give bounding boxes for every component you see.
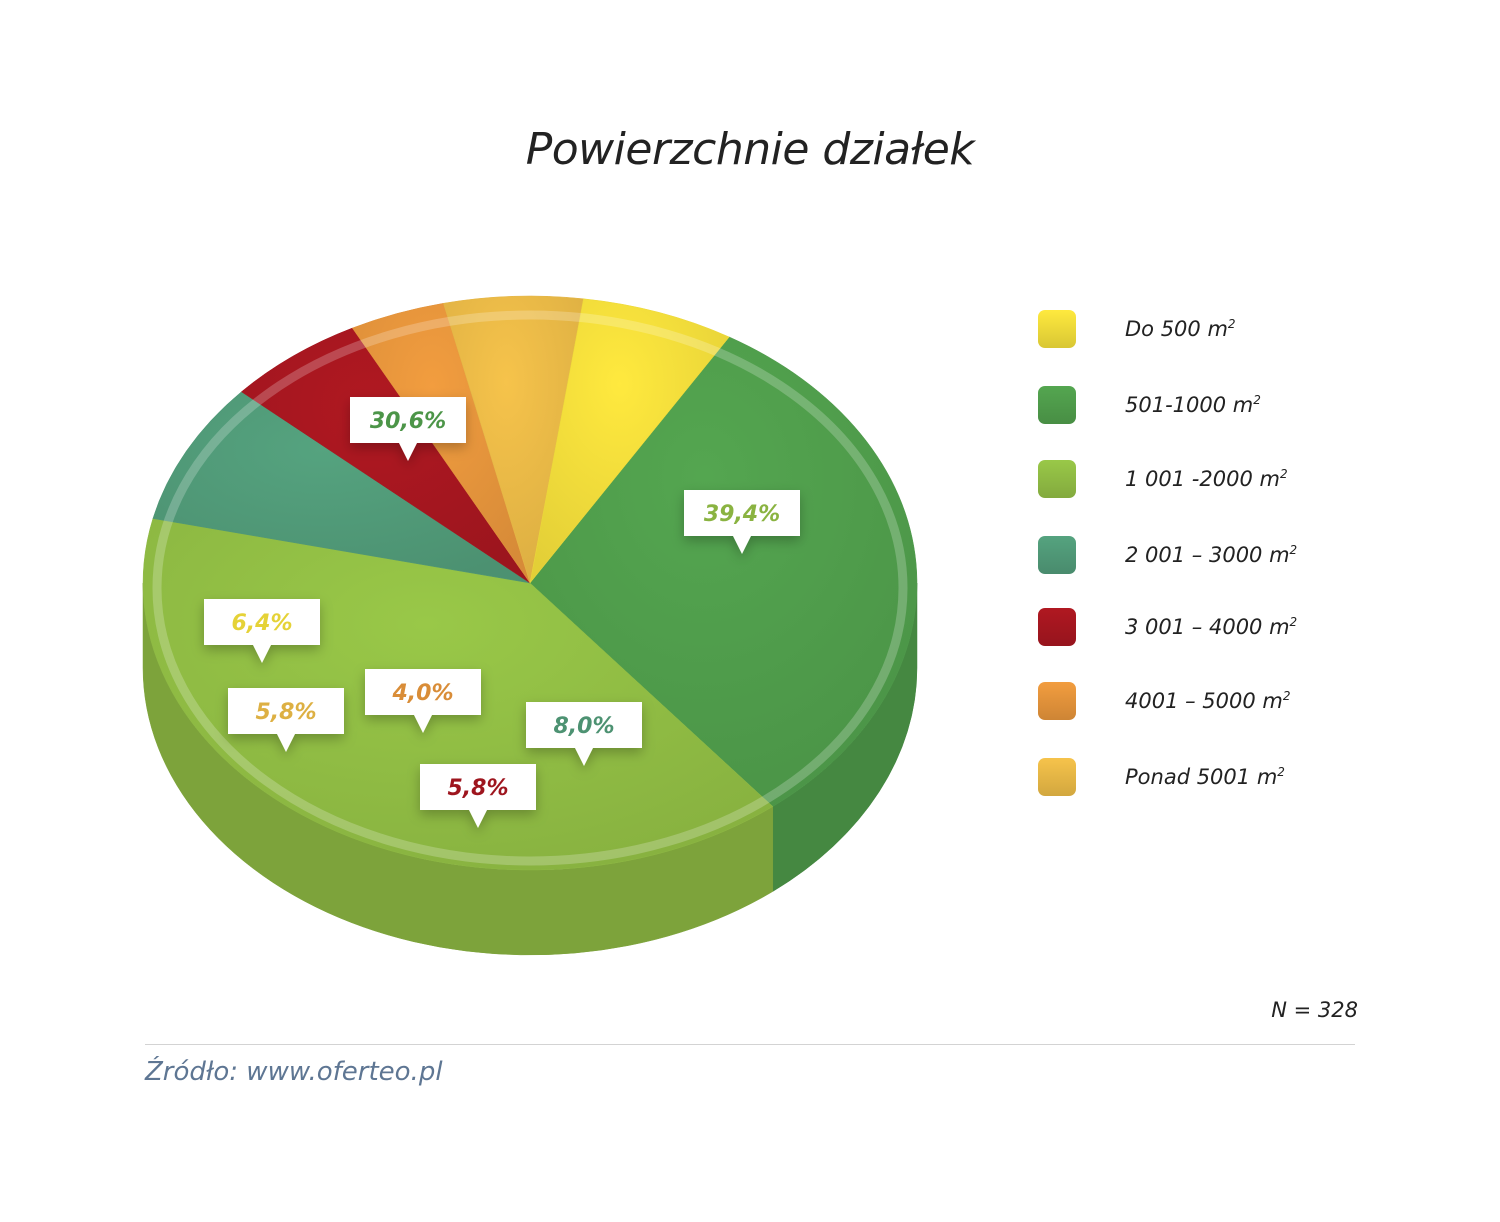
legend-label-sup: 2 [1289,615,1298,629]
legend-label-sup: 2 [1279,467,1288,481]
legend-item-6: 4001 – 5000 m2 [1038,682,1378,722]
chart-title: Powierzchnie działek [525,124,975,175]
source-note: Źródło: www.oferteo.pl [145,1057,443,1087]
legend-item-4: 2 001 – 3000 m2 [1038,536,1378,576]
data-label-3 [684,490,800,554]
data-label-6 [365,669,481,733]
divider [145,1044,1355,1045]
legend-item-7: Ponad 5001 m2 [1038,758,1378,798]
data-label-4 [526,702,642,766]
legend-label-text: Ponad 5001 m [1125,765,1278,789]
legend-swatch [1038,536,1076,574]
data-label-text-7: 5,8% [255,700,316,725]
legend-swatch [1038,386,1076,424]
legend-label-text: Do 500 m [1125,317,1228,341]
pie-slice-1 [529,298,730,584]
pie-slice-5 [241,327,531,584]
pie-slice-2 [529,336,918,807]
data-label-text-5: 5,8% [447,776,508,801]
legend-item-1: Do 500 m2 [1038,310,1378,350]
data-labels: 6,4% 30,6% 39,4% 8,0% 5,8% 4,0% 5,8% [204,397,800,828]
legend-label-text: 4001 – 5000 m [1125,689,1283,713]
pie-slice-4 [152,391,531,584]
data-label-5 [420,764,536,828]
legend-item-2: 501-1000 m2 [1038,386,1378,426]
legend-label: Ponad 5001 m2 [1125,765,1285,789]
legend-swatch [1038,310,1076,348]
pie-top [142,295,918,871]
legend-label-sup: 2 [1253,393,1261,407]
legend-swatch [1038,460,1076,498]
legend-label: Do 500 m2 [1125,317,1236,341]
pie-rim [152,310,908,866]
legend-label-text: 3 001 – 4000 m [1125,615,1290,639]
sample-size-note: N = 328 [1271,998,1358,1022]
legend-label: 3 001 – 4000 m2 [1125,615,1297,639]
legend-swatch [1038,608,1076,646]
legend-label-sup: 2 [1227,317,1236,331]
legend-label-text: 1 001 -2000 m [1125,467,1280,491]
data-label-text-3: 39,4% [704,502,780,527]
data-label-text-2: 30,6% [370,409,446,434]
data-label-text-6: 4,0% [391,681,453,706]
legend-swatch [1038,758,1076,796]
data-label-text-4: 8,0% [553,714,614,739]
legend-label: 2 001 – 3000 m2 [1125,543,1297,567]
data-label-1 [204,599,320,663]
legend-label-sup: 2 [1277,765,1285,779]
pie-slice-7 [443,295,584,584]
data-label-7 [228,688,344,752]
data-label-text-1: 6,4% [231,611,292,636]
legend-label-sup: 2 [1282,689,1291,703]
legend-item-3: 1 001 -2000 m2 [1038,460,1378,500]
legend-item-5: 3 001 – 4000 m2 [1038,608,1378,648]
legend-swatch [1038,682,1076,720]
legend-label-sup: 2 [1289,543,1298,557]
legend-label-text: 2 001 – 3000 m [1125,543,1290,567]
legend-label: 1 001 -2000 m2 [1125,467,1288,491]
legend-label-text: 501-1000 m [1125,393,1254,417]
data-label-2 [350,397,466,461]
legend-label: 501-1000 m2 [1125,393,1261,417]
legend-label: 4001 – 5000 m2 [1125,689,1291,713]
